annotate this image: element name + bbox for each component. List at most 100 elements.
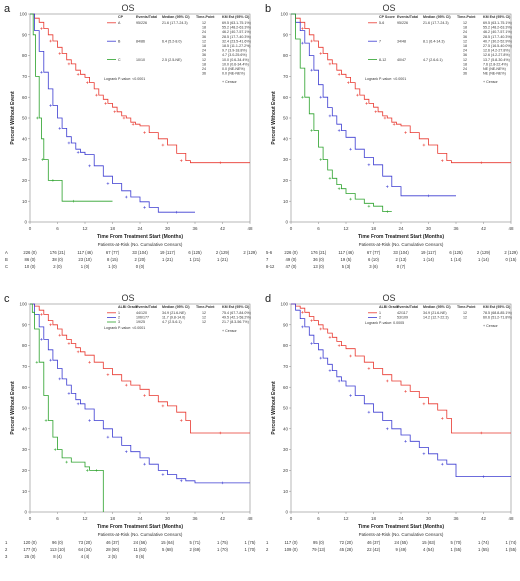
censor-mark — [310, 68, 313, 72]
censor-mark — [349, 197, 352, 201]
chart-title: OS — [382, 293, 395, 303]
legend-km-est: 60.6 (51.2-71.8%) — [483, 316, 512, 320]
panel-letter: c — [4, 293, 10, 305]
censor-mark — [85, 81, 89, 84]
risk-value: 46 (37) — [106, 540, 120, 545]
censor-mark — [218, 431, 222, 435]
risk-value: 1 (14) — [478, 257, 490, 262]
legend-group: A — [118, 21, 121, 25]
legend-header: Events/Total — [397, 15, 418, 19]
censor-legend: + Censor — [483, 80, 498, 84]
legend-header: Time-Point — [457, 305, 476, 309]
risk-value: 96 (0) — [52, 540, 64, 545]
censor-mark — [67, 62, 71, 66]
legend-median: 2.5 (2.5-NE) — [162, 58, 182, 62]
logrank-pvalue: Logrank P-value: <0.0001 — [365, 77, 406, 81]
legend-km-est: 69.5 (63.1-75.1%) — [483, 21, 512, 25]
legend-header: Median (95% CI) — [423, 15, 451, 19]
risk-value: 24 (55) — [394, 540, 408, 545]
censor-mark — [328, 114, 332, 118]
censor-mark — [95, 469, 98, 472]
y-tick-label: 100 — [19, 302, 27, 307]
legend-timepoint: 24 — [202, 30, 206, 34]
legend-median: 34.9 (21.6-NE) — [162, 311, 186, 315]
legend-timepoint: 12 — [202, 320, 206, 324]
risk-value: 1 (55) — [478, 547, 490, 552]
censor-mark — [301, 95, 304, 99]
legend-timepoint: 18 — [463, 26, 467, 30]
legend-header: Median (95% CI) — [423, 305, 451, 309]
legend-median: 4.7 (2.5-6.1) — [162, 320, 182, 324]
censor-mark — [337, 344, 341, 347]
censor-mark — [49, 323, 52, 327]
y-tick-label: 100 — [19, 12, 27, 17]
risk-group: 8-12 — [266, 264, 275, 269]
risk-value: 15 (63) — [422, 540, 436, 545]
legend-events: 106/177 — [136, 316, 149, 320]
risk-value: 8 (4) — [53, 554, 62, 559]
censor-mark — [124, 450, 128, 453]
risk-group: C — [5, 264, 8, 269]
risk-value: 49 (0) — [286, 257, 298, 262]
risk-value: 19 (5) — [341, 257, 353, 262]
legend-timepoint: 12 — [463, 311, 467, 315]
risk-value: 2 (129) — [504, 250, 518, 255]
legend-km-est: 21.7 (8.3-56.7%) — [222, 320, 249, 324]
legend-header: ALBI Grade — [118, 305, 138, 309]
censor-mark — [349, 147, 352, 151]
y-tick-label: 60 — [22, 95, 28, 100]
x-axis-label: Time From Treatment Start (Months) — [97, 234, 183, 240]
censor-mark — [67, 392, 71, 395]
legend-km-est: 12.6 (4.2-27.8%) — [483, 53, 510, 57]
risk-value: 64 (34) — [78, 547, 92, 552]
legend-timepoint: 36 — [202, 72, 206, 76]
x-tick-label: 42 — [481, 516, 487, 521]
legend-km-est: 69.5 (63.1-75.1%) — [222, 21, 251, 25]
censor-mark — [161, 143, 165, 147]
censor-mark — [58, 333, 62, 337]
risk-value: 8 (15) — [107, 257, 119, 262]
y-axis-label: Percent Without Event — [271, 91, 277, 145]
legend-header: KM Est (95% CI) — [222, 305, 250, 309]
legend-km-est: 13.7 (5.8-30.4%) — [483, 58, 510, 62]
legend-median: 8.1 (6.4-14.3) — [423, 39, 445, 43]
legend-median: 11.7 (9.8-14.0) — [162, 316, 185, 320]
legend-header: ALBI Grade — [379, 305, 399, 309]
risk-value: 25 (0) — [25, 554, 37, 559]
legend-events: 95/226 — [397, 21, 408, 25]
censor-mark — [36, 116, 39, 120]
risk-group: 2 — [266, 547, 269, 552]
legend-events: 44/120 — [136, 311, 147, 315]
x-tick-label: 6 — [56, 226, 59, 231]
y-tick-label: 10 — [22, 489, 28, 494]
risk-value: 15 (64) — [161, 540, 175, 545]
legend-group: 3 — [118, 320, 120, 324]
y-tick-label: 60 — [283, 95, 289, 100]
risk-value: 1 (21) — [217, 257, 229, 262]
censor-mark — [337, 187, 341, 191]
risk-group: 2 — [5, 547, 8, 552]
risk-value: 79 (13) — [312, 547, 326, 552]
censor-mark — [88, 360, 91, 364]
censor-mark — [385, 185, 389, 188]
censor-mark — [328, 177, 332, 180]
risk-value: 0 (6) — [136, 554, 145, 559]
censor-mark — [179, 159, 183, 162]
legend-timepoint: 24 — [463, 49, 467, 53]
risk-value: 5 (68) — [162, 547, 174, 552]
legend-km-est: 32.4 (23.5-41.6%) — [222, 39, 251, 43]
y-tick-label: 90 — [283, 32, 289, 37]
legend-km-est: 55.2 (48.2-63.3%) — [222, 26, 251, 30]
x-tick-label: 48 — [247, 226, 253, 231]
legend-header: KM Est (95% CI) — [222, 15, 250, 19]
censor-mark — [385, 427, 389, 431]
x-tick-label: 48 — [247, 516, 253, 521]
risk-value: 28 (50) — [106, 547, 120, 552]
y-tick-label: 30 — [22, 157, 28, 162]
logrank-pvalue: Logrank P-value: 0.0005 — [365, 321, 404, 325]
censor-mark — [383, 116, 387, 120]
legend-km-est: 46.2 (40.7-57.1%) — [222, 30, 251, 34]
x-tick-label: 12 — [82, 516, 88, 521]
x-tick-label: 36 — [453, 516, 459, 521]
